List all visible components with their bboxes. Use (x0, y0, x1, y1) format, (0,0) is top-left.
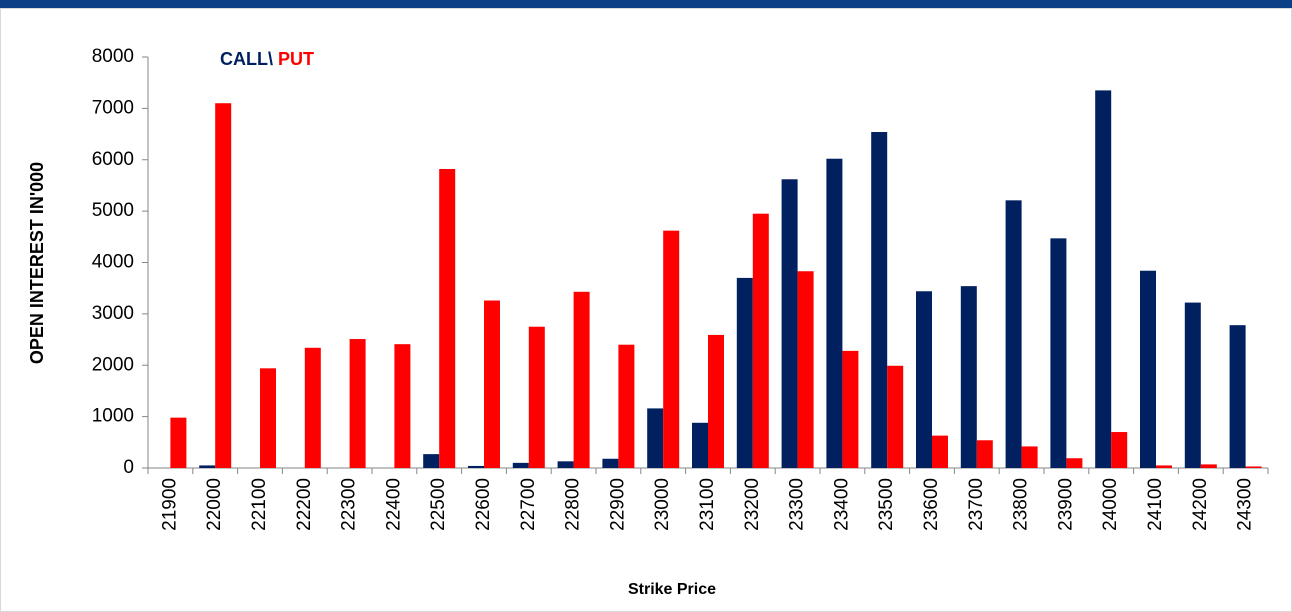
bar (1200, 464, 1217, 468)
bar (602, 458, 619, 468)
bar (708, 334, 724, 468)
bar (170, 417, 187, 468)
bar (960, 286, 977, 468)
x-tick-label: 22700 (518, 478, 539, 531)
x-tick-label: 24300 (1235, 478, 1256, 531)
bar (260, 368, 276, 468)
bar (304, 347, 321, 468)
bar (1245, 466, 1262, 468)
x-tick-label: 21900 (159, 478, 180, 531)
y-tick-label: 0 (123, 457, 134, 478)
bar (1184, 302, 1201, 468)
x-tick-label: 24100 (1145, 478, 1166, 531)
bar (692, 422, 708, 468)
bar (976, 440, 993, 468)
x-tick-label: 22100 (249, 478, 270, 531)
x-tick-label: 23500 (876, 478, 897, 531)
bar (618, 344, 635, 468)
bar (1229, 325, 1246, 468)
x-tick-label: 24200 (1190, 478, 1211, 531)
x-tick-label: 22500 (428, 478, 449, 531)
x-tick-label: 23000 (652, 478, 673, 531)
bar (199, 465, 216, 468)
bar (1140, 270, 1156, 468)
bar (423, 454, 440, 468)
bar (468, 465, 484, 468)
bar (215, 103, 232, 469)
bar (842, 350, 859, 468)
bar (1095, 90, 1112, 469)
x-tick-label: 22300 (339, 478, 360, 531)
x-tick-label: 23900 (1055, 478, 1076, 531)
bar (1066, 458, 1083, 468)
x-tick-label: 23600 (921, 478, 942, 531)
bar (826, 158, 843, 468)
y-tick-label: 6000 (92, 149, 134, 170)
x-tick-label: 22600 (473, 478, 494, 531)
x-tick-label: 23800 (1011, 478, 1032, 531)
bar (752, 213, 769, 468)
bar (573, 291, 590, 468)
x-tick-label: 22900 (607, 478, 628, 531)
bar (512, 462, 529, 468)
bar (916, 291, 932, 468)
x-tick-label: 22800 (563, 478, 584, 531)
x-tick-label: 22200 (294, 478, 315, 531)
bar (1111, 432, 1128, 468)
legend-entry: PUT (278, 49, 314, 69)
bar (528, 326, 545, 468)
x-tick-label: 24000 (1100, 478, 1121, 531)
y-tick-label: 5000 (92, 200, 134, 221)
legend-entry: CALL\ (220, 49, 273, 69)
y-tick-label: 8000 (92, 46, 134, 67)
bar (1050, 238, 1067, 468)
bar (781, 179, 798, 468)
x-tick-label: 23300 (787, 478, 808, 531)
x-tick-label: 22000 (204, 478, 225, 531)
bar (1021, 446, 1038, 468)
bar (887, 365, 904, 468)
bar (647, 408, 664, 468)
bar (797, 271, 814, 468)
bar (736, 277, 753, 468)
x-tick-label: 23400 (831, 478, 852, 531)
y-tick-label: 7000 (92, 97, 134, 118)
bar (484, 300, 500, 468)
bar (932, 435, 948, 468)
y-tick-label: 2000 (92, 354, 134, 375)
y-tick-label: 1000 (92, 406, 134, 427)
x-tick-label: 22400 (383, 478, 404, 531)
bar (557, 461, 574, 468)
bar (439, 168, 456, 468)
x-tick-label: 23100 (697, 478, 718, 531)
bar (871, 132, 888, 468)
x-axis-label: Strike Price (628, 581, 716, 598)
y-tick-label: 3000 (92, 303, 134, 324)
header-bar (0, 0, 1292, 8)
x-tick-label: 23200 (742, 478, 763, 531)
y-tick-label: 4000 (92, 252, 134, 273)
y-axis-label: OPEN INTEREST IN'000 (27, 162, 47, 364)
bar (663, 230, 680, 468)
x-tick-label: 23700 (966, 478, 987, 531)
bar (349, 339, 366, 468)
bar (1156, 465, 1172, 468)
bar (394, 344, 411, 468)
legend: CALL\ PUT (220, 49, 314, 69)
bar (1005, 200, 1022, 468)
